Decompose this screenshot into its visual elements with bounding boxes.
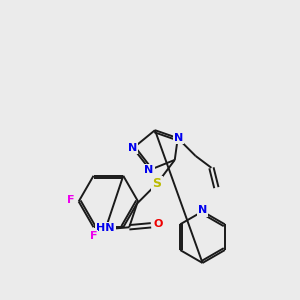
Text: S: S bbox=[152, 177, 161, 190]
Text: N: N bbox=[128, 143, 137, 153]
Text: N: N bbox=[144, 165, 154, 175]
Text: N: N bbox=[198, 206, 207, 215]
Text: O: O bbox=[153, 219, 163, 229]
Text: F: F bbox=[90, 231, 97, 241]
Text: HN: HN bbox=[96, 223, 115, 233]
Text: F: F bbox=[67, 194, 74, 205]
Text: N: N bbox=[174, 133, 183, 143]
